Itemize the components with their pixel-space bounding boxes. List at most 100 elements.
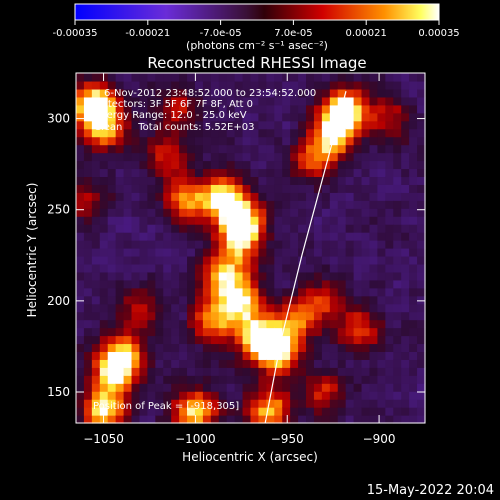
heatmap-cell [171,176,180,185]
heatmap-cell [250,232,260,241]
heatmap-cell [131,104,141,114]
heatmap-cell [321,96,331,106]
heatmap-cell [115,184,125,193]
heatmap-cell [266,240,275,249]
heatmap-cell [76,128,85,138]
heatmap-cell [242,359,252,368]
heatmap-cell [234,263,244,273]
heatmap-cell [401,391,410,400]
heatmap-cell [115,136,125,146]
heatmap-cell [329,407,339,416]
heatmap-cell [369,176,379,185]
heatmap-cell [250,184,260,193]
heatmap-cell [298,240,307,249]
heatmap-cell [139,128,148,138]
heatmap-cell [377,120,386,130]
heatmap-cell [107,168,117,178]
heatmap-cell [147,152,156,162]
heatmap-cell [202,104,212,114]
heatmap-cell [266,327,275,337]
heatmap-cell [99,184,109,193]
heatmap-cell [306,208,315,217]
heatmap-cell [369,383,379,392]
heatmap-cell [187,415,196,424]
heatmap-cell [377,88,386,98]
heatmap-cell [353,80,363,90]
heatmap-cell [321,391,331,400]
heatmap-cell [242,399,252,408]
heatmap-cell [107,88,117,98]
heatmap-cell [242,144,252,154]
heatmap-cell [218,415,228,424]
heatmap-cell [171,192,180,201]
heatmap-cell [298,399,307,408]
heatmap-cell [258,120,267,130]
heatmap-cell [385,192,394,201]
heatmap-cell [361,415,371,424]
heatmap-cell [313,343,323,353]
heatmap-cell [234,248,244,257]
heatmap-cell [353,200,363,209]
heatmap-cell [385,327,394,337]
heatmap-cell [179,80,188,90]
heatmap-cell [234,184,244,193]
heatmap-cell [107,263,117,273]
heatmap-cell [353,367,363,376]
heatmap-cell [187,391,196,400]
heatmap-cell [76,311,85,321]
heatmap-cell [179,112,188,122]
heatmap-cell [76,160,85,170]
heatmap-cell [266,279,275,289]
heatmap-cell [83,311,93,321]
heatmap-cell [131,136,141,146]
heatmap-cell [298,128,307,138]
heatmap-cell [163,128,172,138]
heatmap-cell [83,128,93,138]
heatmap-cell [361,375,371,384]
heatmap-cell [250,359,260,368]
heatmap-cell [202,399,212,408]
heatmap-cell [91,88,101,98]
heatmap-cell [234,120,244,130]
heatmap-cell [234,200,244,209]
heatmap-cell [393,160,402,170]
heatmap-cell [337,200,347,209]
heatmap-cell [266,287,275,297]
heatmap-cell [329,96,339,106]
colorbar-ticks: -0.00035 -0.00021 -7.0e-05 7.0e-05 0.00021 0.… [53,20,460,39]
heatmap-cell [250,200,260,209]
heatmap-cell [99,120,109,130]
heatmap-cell [274,144,283,154]
heatmap-cell [163,319,172,329]
heatmap-cell [99,383,109,392]
colorbar-units: (photons cm⁻² s⁻¹ asec⁻²) [186,39,328,52]
heatmap-cell [306,311,315,321]
heatmap-cell [409,303,418,313]
heatmap-cell [361,240,371,249]
heatmap-cell [210,367,220,376]
heatmap-cell [76,319,85,329]
heatmap-cell [139,351,148,360]
heatmap-cell [155,224,164,233]
heatmap-cell [417,383,426,392]
heatmap-cell [329,208,339,217]
heatmap-cell [202,168,212,178]
heatmap-cell [107,136,117,146]
heatmap-cell [401,160,410,170]
heatmap-cell [345,160,355,170]
heatmap-cell [171,295,180,305]
heatmap-cell [345,319,355,329]
heatmap-cell [107,160,117,170]
heatmap-cell [274,240,283,249]
heatmap-cell [123,208,133,217]
heatmap-cell [409,120,418,130]
heatmap-cell [226,383,236,392]
heatmap-cell [250,104,260,114]
heatmap-cell [401,232,410,241]
heatmap-cell [361,399,371,408]
heatmap-cell [234,216,244,225]
heatmap-cell [385,415,394,424]
heatmap-cell [290,240,299,249]
heatmap-cell [274,287,283,297]
heatmap-cell [321,184,331,193]
